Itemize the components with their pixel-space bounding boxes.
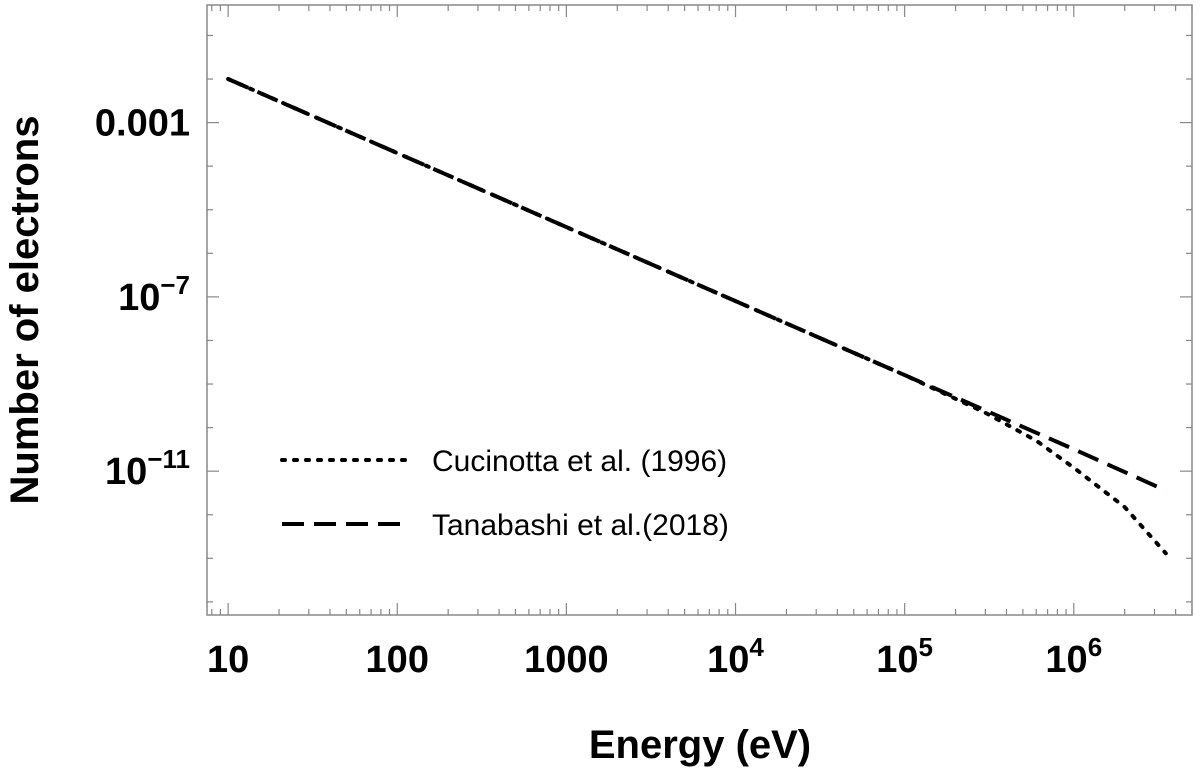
- x-tick-label: 106: [1045, 632, 1102, 681]
- legend-label-2: Tanabashi et al.(2018): [432, 509, 729, 542]
- x-axis-title: Energy (eV): [589, 723, 811, 767]
- x-axis-ticks: [211, 5, 1193, 615]
- y-tick-label: 0.001: [95, 103, 190, 145]
- x-tick-label: 105: [876, 632, 933, 681]
- x-tick-label: 1000: [524, 639, 609, 681]
- series-layer: [226, 77, 1168, 556]
- legend-label-1: Cucinotta et al. (1996): [432, 445, 727, 478]
- x-tick-label: 104: [707, 632, 764, 681]
- legend: Cucinotta et al. (1996) Tanabashi et al.(…: [280, 445, 729, 542]
- y-tick-label: 10−7: [118, 270, 190, 319]
- series-line-2: [227, 77, 1167, 493]
- x-tick-label: 100: [366, 639, 429, 681]
- y-tick-label: 10−11: [105, 444, 190, 493]
- series-line-1: [226, 77, 1168, 556]
- x-axis-tick-labels: 10 100 1000 104 105 106: [207, 632, 1102, 681]
- y-axis-ticks: [207, 34, 1192, 603]
- x-tick-label: 10: [207, 639, 249, 681]
- y-axis-title: Number of electrons: [3, 116, 47, 505]
- y-axis-tick-labels: 0.001 10−7 10−11: [95, 103, 190, 494]
- plot-frame: [206, 4, 1193, 616]
